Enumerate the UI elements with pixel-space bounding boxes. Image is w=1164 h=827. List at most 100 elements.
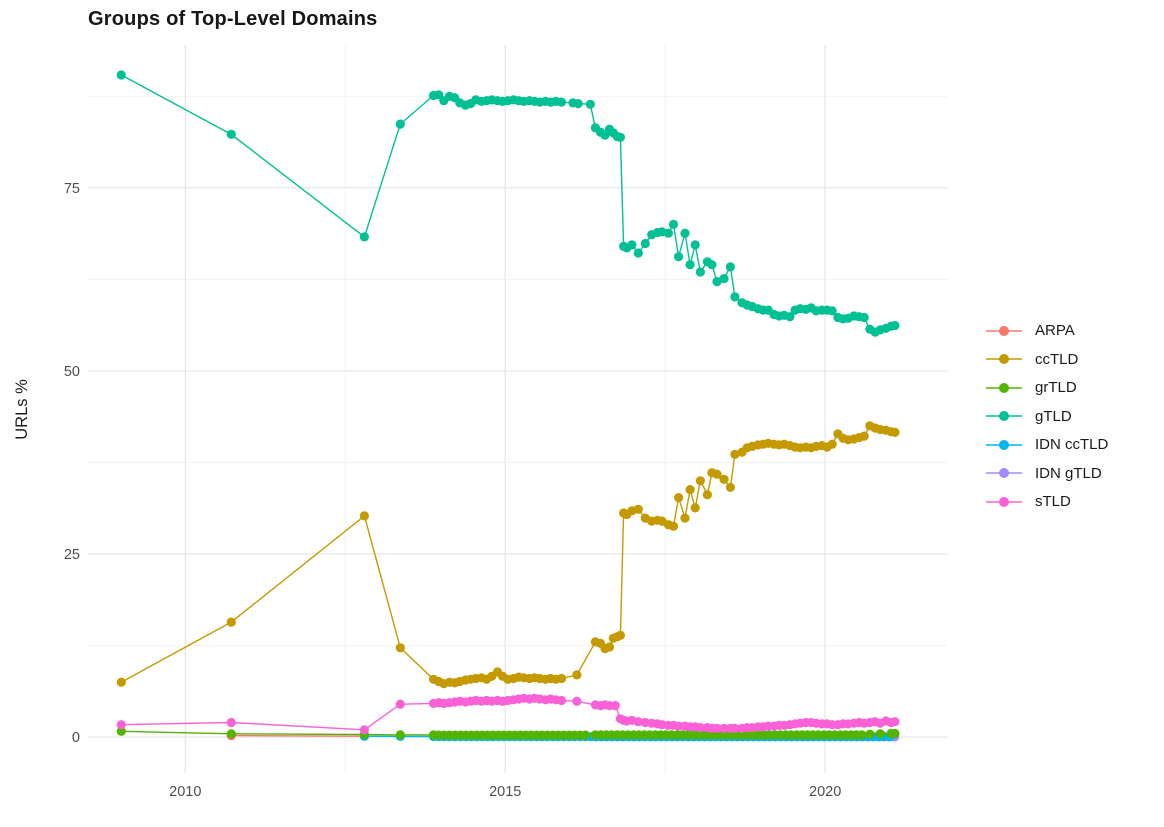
data-point-gtld xyxy=(690,240,700,250)
data-point-gtld xyxy=(585,99,595,109)
data-point-cctld xyxy=(395,643,405,653)
data-point-stld xyxy=(730,723,740,733)
y-tick-label-0: 0 xyxy=(72,730,80,746)
data-point-cctld xyxy=(702,490,713,500)
legend-key-dot xyxy=(999,439,1009,450)
data-point-grtld xyxy=(875,729,885,739)
data-point-gtld xyxy=(116,70,126,80)
data-point-stld xyxy=(695,723,706,733)
legend-key-grtld-icon xyxy=(986,381,1022,395)
data-point-cctld xyxy=(572,670,582,680)
legend-item-stld: sTLD xyxy=(986,491,1108,512)
data-point-gtld xyxy=(859,312,869,323)
legend: ARPA ccTLD grTLD gTLD IDN ccTLD IDN gTLD sTLD xyxy=(986,320,1108,512)
data-point-gtld xyxy=(573,99,583,109)
data-point-gtld xyxy=(674,252,684,262)
series-gtld-points xyxy=(116,70,900,337)
data-point-cctld xyxy=(730,449,740,459)
data-point-gtld xyxy=(695,267,706,277)
data-point-grtld xyxy=(226,729,236,739)
data-point-grtld xyxy=(395,730,405,740)
data-point-stld xyxy=(719,723,729,733)
data-point-cctld xyxy=(668,521,679,531)
data-point-gtld xyxy=(359,232,369,242)
data-point-cctld xyxy=(633,504,643,514)
data-point-stld xyxy=(116,720,126,730)
data-point-gtld xyxy=(827,306,837,316)
data-point-gtld xyxy=(395,119,405,129)
data-point-cctld xyxy=(604,642,615,652)
legend-label: ARPA xyxy=(1035,322,1075,339)
data-point-stld xyxy=(674,721,684,731)
data-point-cctld xyxy=(674,493,684,503)
series-grtld-points xyxy=(116,726,900,740)
legend-key-dot xyxy=(999,354,1009,364)
data-point-stld xyxy=(610,701,620,711)
data-point-cctld xyxy=(116,677,126,687)
legend-key-arpa-icon xyxy=(986,324,1022,338)
y-tick-label-25: 25 xyxy=(64,547,80,563)
data-point-gtld xyxy=(668,219,679,229)
y-axis-title: URLs % xyxy=(0,45,44,773)
data-point-stld xyxy=(395,699,405,709)
data-point-grtld xyxy=(865,729,875,739)
series-stld-points xyxy=(116,693,900,735)
legend-key-dot xyxy=(999,496,1009,507)
data-point-cctld xyxy=(359,511,369,521)
data-point-stld xyxy=(556,695,567,706)
series-cctld-points xyxy=(116,421,900,689)
legend-key-dot xyxy=(999,468,1009,478)
legend-label: ccTLD xyxy=(1035,350,1079,368)
legend-key-dot xyxy=(999,382,1009,393)
legend-key-dot xyxy=(999,325,1009,336)
x-tick-label-2010: 2010 xyxy=(169,784,201,800)
data-point-gtld xyxy=(633,248,643,258)
data-point-cctld xyxy=(719,474,729,484)
legend-item-gtld: gTLD xyxy=(986,406,1108,427)
y-axis-title-text: URLs % xyxy=(12,378,31,440)
data-point-gtld xyxy=(707,260,717,270)
data-point-cctld xyxy=(226,617,236,627)
data-point-gtld xyxy=(627,240,637,250)
data-point-gtld xyxy=(226,129,236,139)
data-point-gtld xyxy=(785,312,795,322)
data-point-cctld xyxy=(680,513,690,523)
data-point-gtld xyxy=(730,292,740,302)
data-point-cctld xyxy=(827,439,837,449)
data-point-gtld xyxy=(615,132,626,142)
data-point-grtld xyxy=(116,726,126,736)
data-point-gtld xyxy=(712,277,722,287)
data-point-cctld xyxy=(712,469,722,479)
series-arpa-line xyxy=(231,734,365,737)
data-point-gtld xyxy=(719,274,729,284)
legend-label: IDN ccTLD xyxy=(1035,436,1109,453)
data-point-stld xyxy=(359,725,369,735)
data-point-gtld xyxy=(640,238,650,249)
chart-title: Groups of Top-Level Domains xyxy=(88,8,378,30)
data-point-grtld xyxy=(890,728,900,739)
x-tick-label-2020: 2020 xyxy=(809,784,841,800)
data-point-cctld xyxy=(615,630,626,640)
data-point-stld xyxy=(226,717,236,728)
legend-key-idn-cctld-icon xyxy=(986,438,1022,452)
y-tick-label-75: 75 xyxy=(64,181,80,197)
data-point-gtld xyxy=(680,228,690,238)
legend-key-stld-icon xyxy=(986,495,1022,509)
data-point-cctld xyxy=(690,503,700,513)
legend-label: sTLD xyxy=(1035,493,1071,510)
data-point-cctld xyxy=(556,673,567,684)
data-point-cctld xyxy=(685,485,695,495)
data-point-cctld xyxy=(859,431,869,441)
data-point-gtld xyxy=(556,97,567,107)
data-point-grtld xyxy=(580,730,591,740)
series-gtld-line xyxy=(120,74,896,333)
data-point-gtld xyxy=(663,228,674,238)
data-point-gtld xyxy=(685,260,695,270)
legend-label: IDN gTLD xyxy=(1035,464,1102,482)
data-point-stld xyxy=(572,696,582,706)
legend-item-idn-cctld: IDN ccTLD xyxy=(986,434,1108,455)
series-cctld-line xyxy=(120,424,896,685)
legend-item-cctld: ccTLD xyxy=(986,349,1108,370)
legend-item-idn-gtld: IDN gTLD xyxy=(986,463,1108,484)
